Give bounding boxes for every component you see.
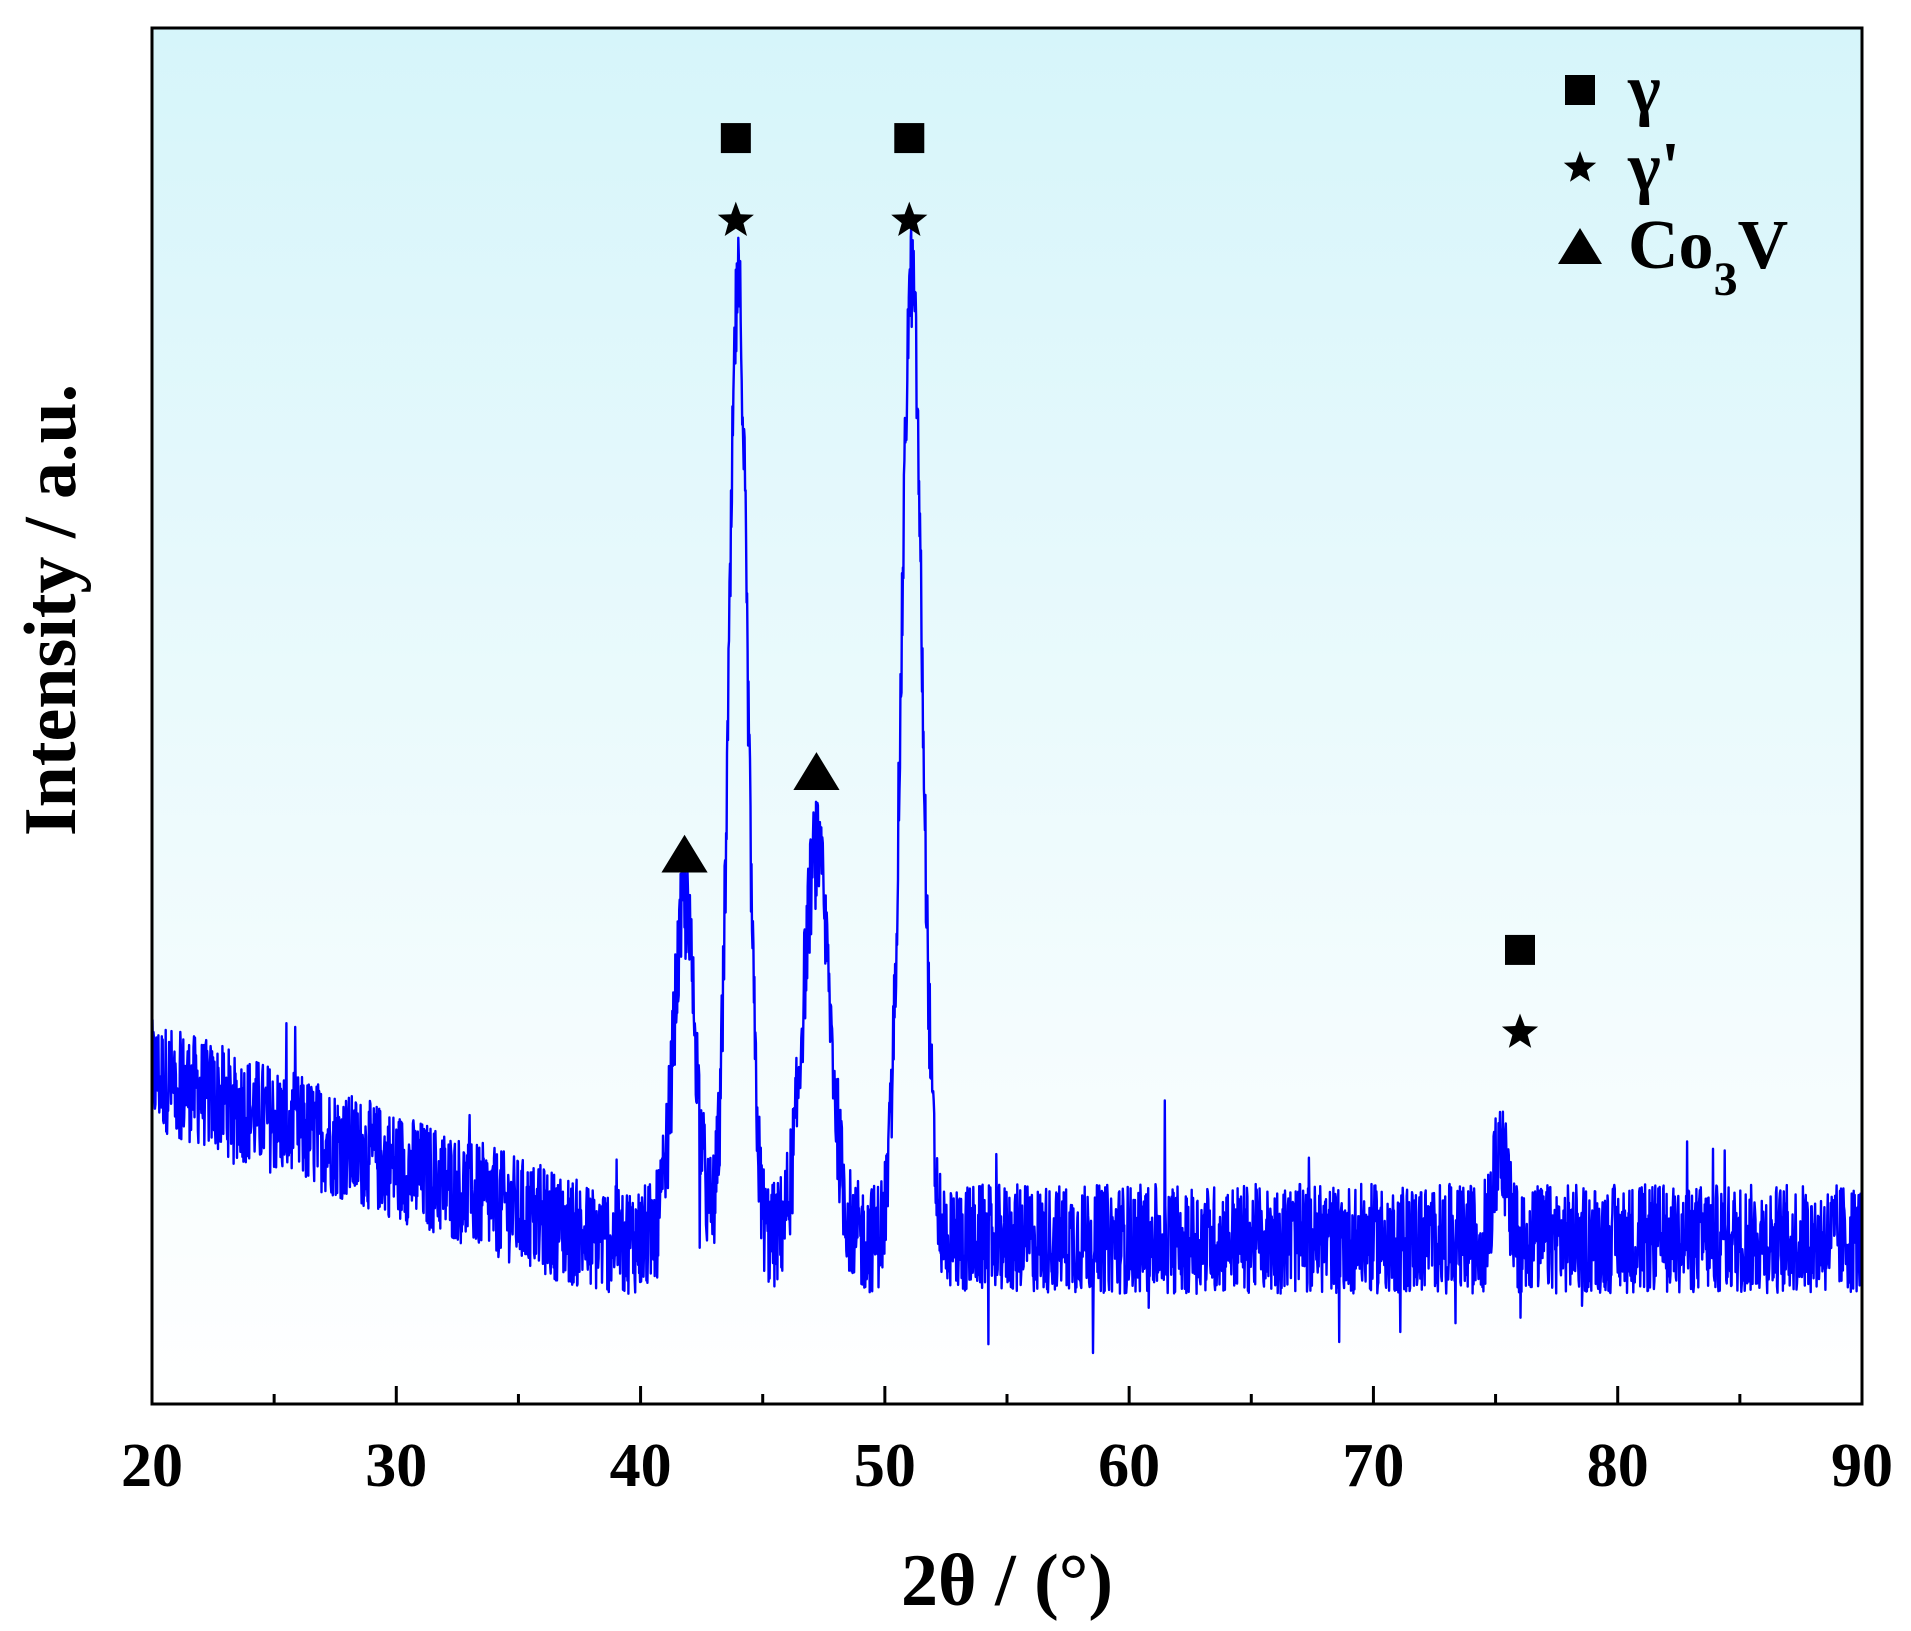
x-tick-label: 20 [121,1432,183,1500]
annotation-layer [661,123,1539,1048]
x-tick-label: 50 [854,1432,916,1500]
legend-label: γ' [1627,129,1680,206]
legend-square-marker [1565,75,1595,105]
xrd-series-line [150,226,1864,1355]
legend-label: γ [1627,51,1661,128]
peak-triangle-marker [661,834,708,873]
axis-layer: 20 30 40 50 60 70 80 90 [121,1386,1893,1500]
legend-triangle-marker [1558,228,1602,264]
legend-star-marker [1563,151,1597,182]
peak-square-marker [720,123,751,154]
x-axis-title: 2θ / (°) [901,1540,1113,1622]
x-tick-label: 60 [1098,1432,1160,1500]
peak-triangle-marker [793,752,840,790]
x-tick-label: 40 [610,1432,672,1500]
legend: γγ'Co3V [1558,51,1788,306]
peak-star-marker [717,201,754,236]
plot-layer [150,226,1864,1355]
peak-star-marker [891,201,928,236]
x-tick-label: 30 [365,1432,427,1500]
y-axis-title: Intensity / a.u. [10,384,92,836]
x-tick-label: 80 [1587,1432,1649,1500]
x-tick-label: 90 [1831,1432,1893,1500]
peak-star-marker [1501,1013,1539,1048]
peak-square-marker [1505,934,1535,965]
x-tick-label: 70 [1342,1432,1404,1500]
peak-square-marker [894,123,925,154]
